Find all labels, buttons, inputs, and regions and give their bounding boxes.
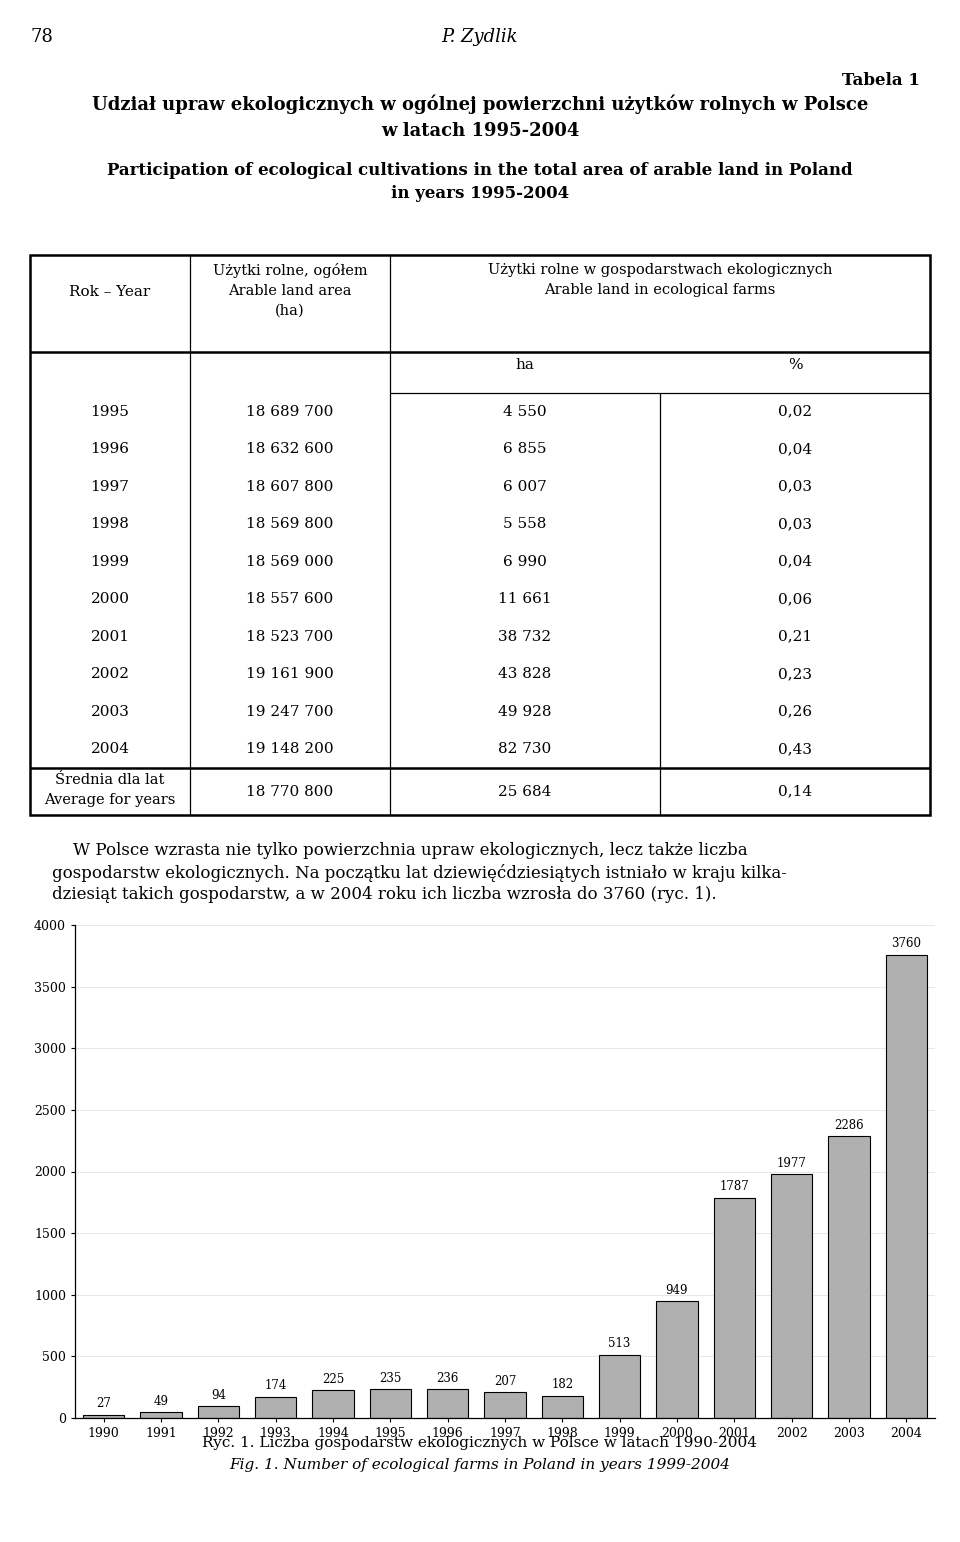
Text: 2286: 2286 bbox=[834, 1119, 864, 1132]
Bar bbox=[198, 1406, 239, 1419]
Text: 6 990: 6 990 bbox=[503, 555, 547, 569]
Bar bbox=[485, 1392, 526, 1419]
Text: 0,21: 0,21 bbox=[778, 629, 812, 643]
Text: P. Zydlik: P. Zydlik bbox=[442, 28, 518, 46]
Text: 513: 513 bbox=[609, 1337, 631, 1351]
Bar bbox=[255, 1397, 297, 1419]
Text: 0,04: 0,04 bbox=[778, 443, 812, 456]
Text: 82 730: 82 730 bbox=[498, 742, 552, 756]
Bar bbox=[140, 1412, 181, 1419]
Text: 49 928: 49 928 bbox=[498, 705, 552, 719]
Text: 2004: 2004 bbox=[90, 742, 130, 756]
Bar bbox=[30, 254, 930, 816]
Text: 1787: 1787 bbox=[719, 1181, 749, 1194]
Text: 6 007: 6 007 bbox=[503, 480, 547, 493]
Text: 78: 78 bbox=[30, 28, 53, 46]
Text: 0,02: 0,02 bbox=[778, 404, 812, 419]
Text: 0,26: 0,26 bbox=[778, 705, 812, 719]
Text: 236: 236 bbox=[437, 1371, 459, 1385]
Bar bbox=[599, 1355, 640, 1419]
Text: Ryc. 1. Liczba gospodarstw ekologicznych w Polsce w latach 1990-2004: Ryc. 1. Liczba gospodarstw ekologicznych… bbox=[203, 1436, 757, 1449]
Text: 1977: 1977 bbox=[777, 1156, 806, 1170]
Text: 4 550: 4 550 bbox=[503, 404, 547, 419]
Bar bbox=[713, 1198, 755, 1419]
Text: 18 632 600: 18 632 600 bbox=[247, 443, 334, 456]
Text: 2003: 2003 bbox=[90, 705, 130, 719]
Bar bbox=[370, 1389, 411, 1419]
Text: ha: ha bbox=[516, 358, 535, 372]
Text: 1997: 1997 bbox=[90, 480, 130, 493]
Text: 43 828: 43 828 bbox=[498, 668, 552, 682]
Text: W Polsce wzrasta nie tylko powierzchnia upraw ekologicznych, lecz także liczba: W Polsce wzrasta nie tylko powierzchnia … bbox=[52, 842, 748, 859]
Text: 25 684: 25 684 bbox=[498, 785, 552, 799]
Text: 0,04: 0,04 bbox=[778, 555, 812, 569]
Bar bbox=[541, 1396, 583, 1419]
Bar bbox=[771, 1175, 812, 1419]
Text: 949: 949 bbox=[665, 1284, 688, 1297]
Text: 11 661: 11 661 bbox=[498, 592, 552, 606]
Text: 49: 49 bbox=[154, 1394, 169, 1408]
Text: gospodarstw ekologicznych. Na początku lat dziewięćdziesiątych istniało w kraju : gospodarstw ekologicznych. Na początku l… bbox=[52, 864, 787, 882]
Text: %: % bbox=[788, 358, 803, 372]
Bar bbox=[886, 954, 927, 1419]
Text: 94: 94 bbox=[211, 1389, 226, 1402]
Text: Rok – Year: Rok – Year bbox=[69, 285, 151, 299]
Text: dziesiąt takich gospodarstw, a w 2004 roku ich liczba wzrosła do 3760 (ryc. 1).: dziesiąt takich gospodarstw, a w 2004 ro… bbox=[52, 887, 716, 904]
Text: 2002: 2002 bbox=[90, 668, 130, 682]
Text: Użytki rolne, ogółem
Arable land area
(ha): Użytki rolne, ogółem Arable land area (h… bbox=[213, 264, 368, 318]
Text: 19 161 900: 19 161 900 bbox=[246, 668, 334, 682]
Text: 6 855: 6 855 bbox=[503, 443, 547, 456]
Text: 1999: 1999 bbox=[90, 555, 130, 569]
Text: 1995: 1995 bbox=[90, 404, 130, 419]
Text: 0,23: 0,23 bbox=[778, 668, 812, 682]
Text: 1998: 1998 bbox=[90, 517, 130, 532]
Text: 182: 182 bbox=[551, 1379, 573, 1391]
Text: 0,06: 0,06 bbox=[778, 592, 812, 606]
Bar bbox=[83, 1414, 124, 1419]
Text: 235: 235 bbox=[379, 1372, 401, 1385]
Text: 0,14: 0,14 bbox=[778, 785, 812, 799]
Text: 225: 225 bbox=[322, 1372, 344, 1386]
Text: Tabela 1: Tabela 1 bbox=[842, 72, 920, 89]
Text: 27: 27 bbox=[96, 1397, 111, 1411]
Bar bbox=[828, 1136, 870, 1419]
Text: 18 557 600: 18 557 600 bbox=[247, 592, 334, 606]
Text: Participation of ecological cultivations in the total area of arable land in Pol: Participation of ecological cultivations… bbox=[108, 162, 852, 202]
Text: 18 607 800: 18 607 800 bbox=[247, 480, 334, 493]
Text: Użytki rolne w gospodarstwach ekologicznych
Arable land in ecological farms: Użytki rolne w gospodarstwach ekologiczn… bbox=[488, 264, 832, 298]
Text: 1996: 1996 bbox=[90, 443, 130, 456]
Text: 19 247 700: 19 247 700 bbox=[247, 705, 334, 719]
Text: 207: 207 bbox=[493, 1375, 516, 1388]
Text: 0,43: 0,43 bbox=[778, 742, 812, 756]
Text: 19 148 200: 19 148 200 bbox=[246, 742, 334, 756]
Text: Fig. 1. Number of ecological farms in Poland in years 1999-2004: Fig. 1. Number of ecological farms in Po… bbox=[229, 1459, 731, 1473]
Text: 0,03: 0,03 bbox=[778, 517, 812, 532]
Text: 3760: 3760 bbox=[891, 938, 922, 950]
Text: 18 689 700: 18 689 700 bbox=[247, 404, 334, 419]
Text: 5 558: 5 558 bbox=[503, 517, 546, 532]
Text: 38 732: 38 732 bbox=[498, 629, 552, 643]
Bar bbox=[312, 1391, 353, 1419]
Text: 174: 174 bbox=[264, 1379, 287, 1392]
Text: 0,03: 0,03 bbox=[778, 480, 812, 493]
Text: 18 523 700: 18 523 700 bbox=[247, 629, 334, 643]
Text: Udział upraw ekologicznych w ogólnej powierzchni użytków rolnych w Polsce
w lata: Udział upraw ekologicznych w ogólnej pow… bbox=[92, 96, 868, 139]
Text: 2000: 2000 bbox=[90, 592, 130, 606]
Text: 2001: 2001 bbox=[90, 629, 130, 643]
Text: Średnia dla lat
Average for years: Średnia dla lat Average for years bbox=[44, 774, 176, 806]
Text: 18 569 800: 18 569 800 bbox=[247, 517, 334, 532]
Bar bbox=[427, 1389, 468, 1419]
Text: 18 770 800: 18 770 800 bbox=[247, 785, 334, 799]
Text: 18 569 000: 18 569 000 bbox=[247, 555, 334, 569]
Bar bbox=[657, 1301, 698, 1419]
